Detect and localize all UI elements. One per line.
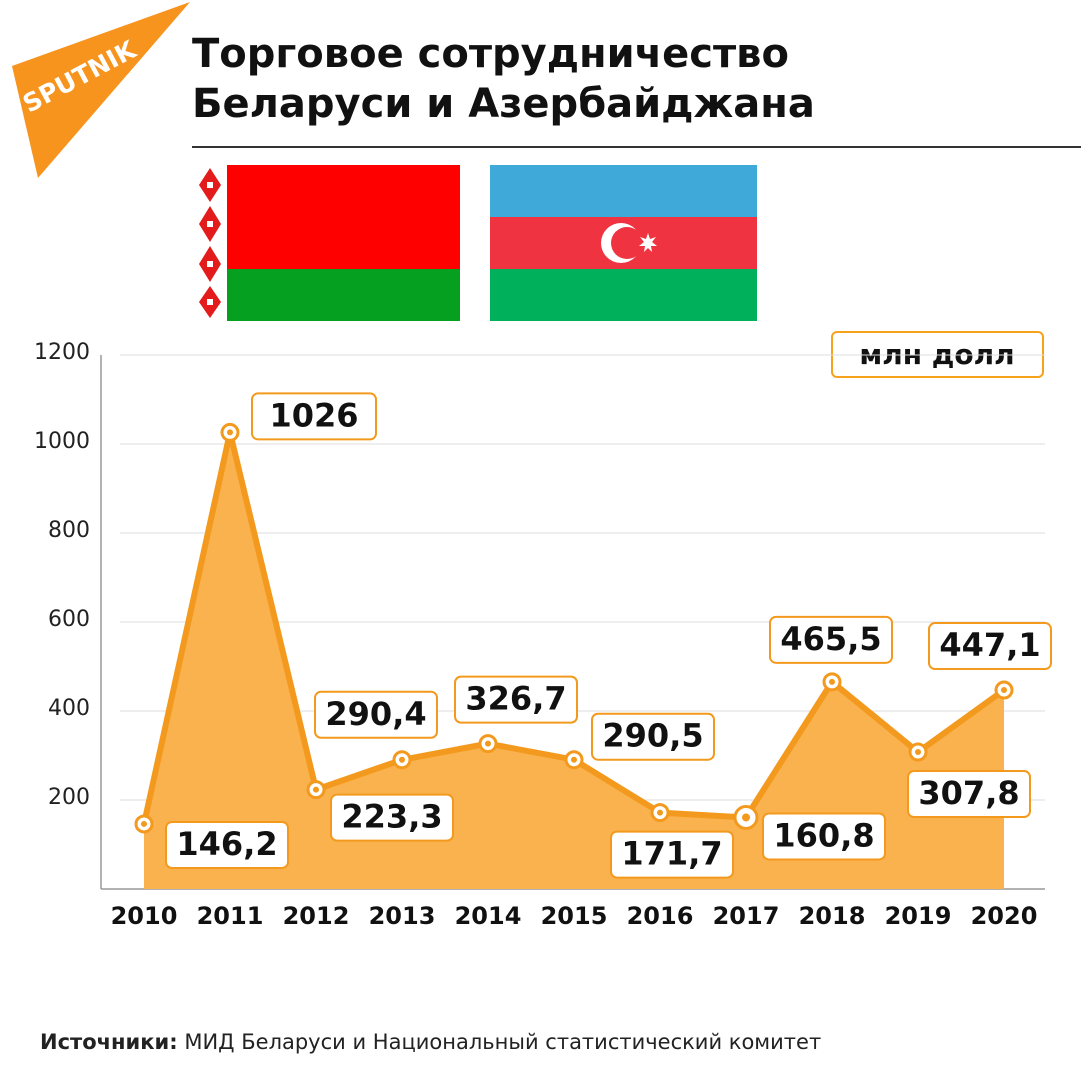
value-label: 160,8 [773, 816, 874, 854]
label-box [928, 622, 1052, 671]
point-dot [227, 429, 233, 436]
x-tick-label: 2010 [111, 902, 178, 930]
azerbaijan-flag [490, 165, 757, 321]
value-label: 1026 [269, 396, 358, 434]
point-dot [313, 786, 319, 793]
point-dot [742, 813, 750, 822]
label-box [610, 830, 734, 879]
value-label: 146,2 [176, 825, 277, 863]
x-tick-label: 2011 [197, 902, 264, 930]
label-box [251, 392, 377, 441]
x-tick-label: 2017 [713, 902, 780, 930]
source: Источники: МИД Беларуси и Национальный с… [40, 1030, 821, 1054]
point-dot [571, 756, 577, 763]
y-tick-label: 1200 [34, 340, 90, 365]
source-text: МИД Беларуси и Национальный статистическ… [184, 1030, 821, 1054]
y-tick-label: 400 [48, 696, 90, 721]
x-tick-label: 2015 [541, 902, 608, 930]
chart-title: Торговое сотрудничество [192, 31, 789, 77]
point-dot [141, 820, 147, 827]
x-tick-label: 2012 [283, 902, 350, 930]
value-label: 171,7 [621, 835, 722, 873]
point-dot [915, 749, 921, 756]
y-tick-label: 800 [48, 518, 90, 543]
value-label: 326,7 [465, 680, 566, 718]
y-tick-label: 600 [48, 607, 90, 632]
x-tick-label: 2016 [627, 902, 694, 930]
value-label: 223,3 [341, 798, 442, 836]
point-dot [829, 678, 835, 685]
watermark-text: SPUTNIK [318, 485, 775, 592]
belarus-flag [194, 165, 460, 321]
label-box [769, 615, 893, 664]
label-box [454, 675, 578, 724]
x-tick-label: 2014 [455, 902, 522, 930]
source-label: Источники: [40, 1030, 178, 1054]
plot: 200 400 600 800 1000 1200 2010 2011 2012 2013 2014… [34, 340, 1052, 930]
logo-shape [12, 2, 190, 178]
point-dot [1001, 687, 1007, 694]
label-box [762, 812, 886, 861]
value-label: 307,8 [918, 774, 1019, 812]
label-box [907, 770, 1031, 819]
value-label: 465,5 [780, 620, 881, 658]
value-label: 447,1 [939, 626, 1040, 664]
value-label: 290,5 [602, 717, 703, 755]
label-box [314, 690, 438, 739]
x-tick-label: 2019 [885, 902, 952, 930]
label-box [330, 793, 454, 842]
value-label: 290,4 [325, 695, 426, 733]
y-tick-label: 1000 [34, 429, 90, 454]
point-dot [657, 809, 663, 816]
x-tick-label: 2018 [799, 902, 866, 930]
label-box [591, 712, 715, 761]
point-dot [485, 740, 491, 747]
point-dot [399, 756, 405, 763]
chart-title: Беларуси и Азербайджана [192, 81, 815, 127]
x-tick-label: 2013 [369, 902, 436, 930]
x-tick-label: 2020 [971, 902, 1038, 930]
label-box [165, 820, 289, 869]
y-tick-label: 200 [48, 785, 90, 810]
